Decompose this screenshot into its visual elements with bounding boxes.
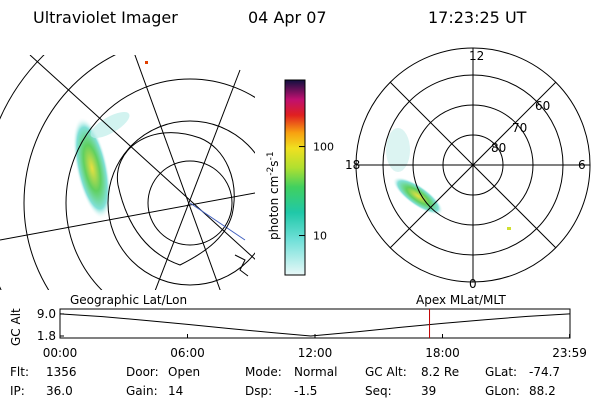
marker <box>145 61 148 64</box>
polar-plot <box>355 47 591 283</box>
field-label: Flt: <box>10 365 29 379</box>
field-value: Normal <box>294 365 337 379</box>
unit: s <box>267 160 281 166</box>
colorbar: photon cm-2s-1 <box>266 79 306 276</box>
title: Ultraviolet Imager <box>33 8 178 27</box>
field-value: 39 <box>421 384 436 398</box>
field-label: GLat: <box>485 365 517 379</box>
field-label: IP: <box>10 384 25 398</box>
x-tick-label: 00:00 <box>43 346 78 360</box>
y-tick-label: 9.0 <box>37 307 56 321</box>
exponent: -2 <box>266 167 276 176</box>
date: 04 Apr 07 <box>248 8 327 27</box>
field-label: Gain: <box>126 384 158 398</box>
field-value: 8.2 Re <box>421 365 459 379</box>
field-label: Seq: <box>365 384 392 398</box>
timeline-frame <box>59 308 571 339</box>
mlt-label: 18 <box>345 158 360 172</box>
y-tick-label: 1.8 <box>37 329 56 343</box>
field-label: Mode: <box>245 365 282 379</box>
x-tick-label: 23:59 <box>552 346 587 360</box>
field-label: GLon: <box>485 384 520 398</box>
geographic-map <box>0 55 255 290</box>
field-label: Dsp: <box>245 384 272 398</box>
field-value: -74.7 <box>529 365 560 379</box>
mlt-label: 12 <box>469 49 484 63</box>
timeline-left-label: Geographic Lat/Lon <box>70 293 187 307</box>
field-value: 14 <box>168 384 183 398</box>
field-value: 1356 <box>46 365 77 379</box>
field-value: -1.5 <box>294 384 317 398</box>
x-tick-label: 12:00 <box>298 346 333 360</box>
field-value: Open <box>168 365 200 379</box>
altitude-line <box>59 313 570 337</box>
footer: Flt: 1356 Door: Open Mode: Normal GC Alt: 8.2 R… <box>10 365 560 398</box>
colorbar-tick-label: 100 <box>313 141 334 154</box>
field-value: 88.2 <box>529 384 556 398</box>
field-label: Door: <box>126 365 159 379</box>
time: 17:23:25 UT <box>428 8 527 27</box>
field-value: 36.0 <box>46 384 73 398</box>
unit: photon cm <box>267 176 281 240</box>
lat-label: 60 <box>535 99 550 113</box>
colorbar-scale <box>284 79 306 276</box>
lat-label: 70 <box>512 121 527 135</box>
exponent: -1 <box>266 151 276 160</box>
timeline-right-label: Apex MLat/MLT <box>416 293 506 307</box>
field-label: GC Alt: <box>365 365 407 379</box>
lat-label: 80 <box>491 141 506 155</box>
colorbar-tick-label: 10 <box>313 230 327 243</box>
mlt-label: 0 <box>469 277 477 291</box>
mlt-label: 6 <box>578 158 586 172</box>
colorbar-label: photon cm-2s-1 <box>266 151 281 240</box>
header: Ultraviolet Imager 04 Apr 07 17:23:25 UT <box>33 8 527 27</box>
x-tick-label: 18:00 <box>425 346 460 360</box>
y-axis-label: GC Alt <box>9 308 23 346</box>
x-tick-label: 06:00 <box>170 346 205 360</box>
